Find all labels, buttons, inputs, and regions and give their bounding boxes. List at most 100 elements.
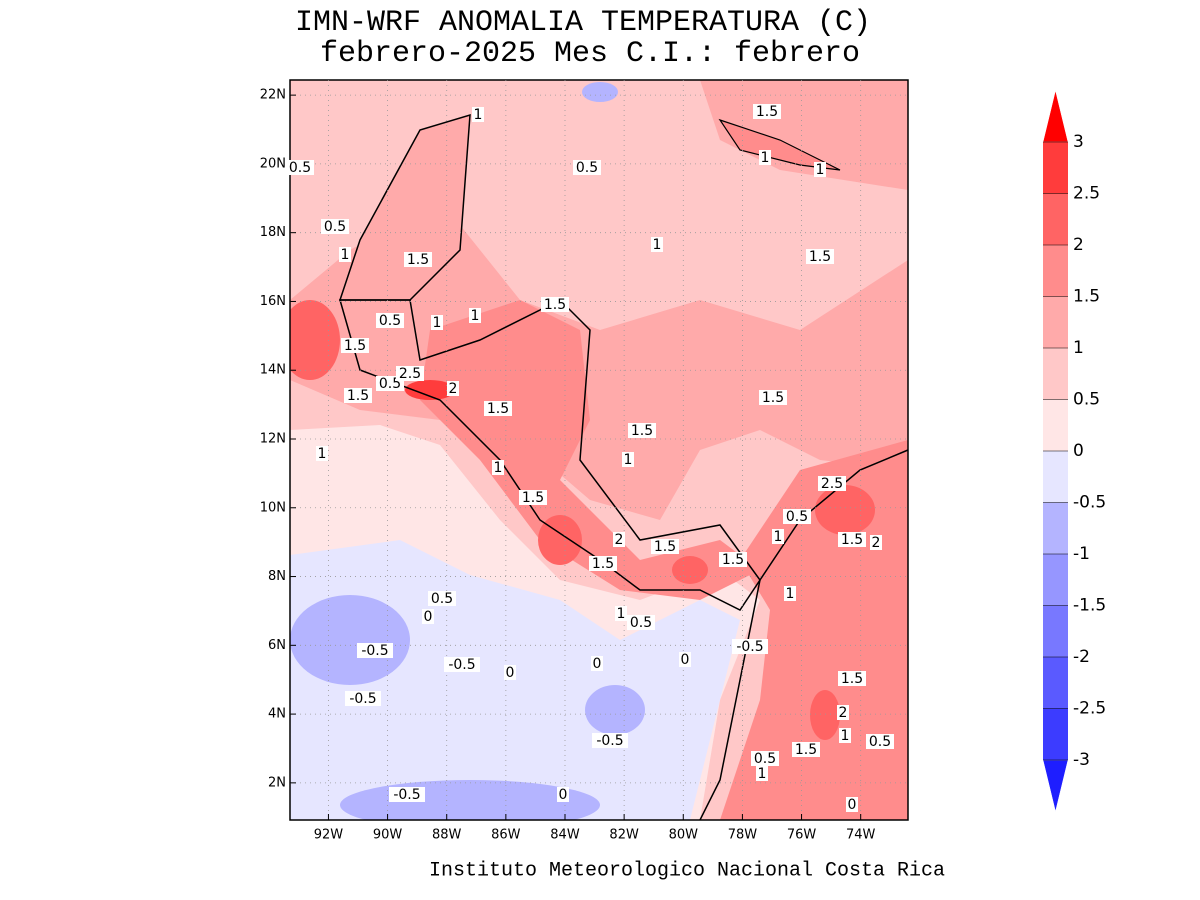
contour-label: -0.5: [448, 657, 475, 673]
contour-label-bg: [870, 535, 882, 550]
contour-label-bg: [792, 742, 820, 757]
contour-label: 2: [449, 381, 458, 397]
y-tick-label: 12N: [260, 431, 286, 446]
contour-label-bg: [837, 705, 849, 720]
colorbar-label: 0.5: [1073, 390, 1100, 410]
colorbar-bin: [1043, 399, 1068, 451]
contour-label-bg: [759, 150, 771, 165]
contour-label-bg: [422, 609, 434, 624]
contour-label-bg: [339, 247, 351, 262]
contour-label-bg: [396, 366, 424, 381]
colorbar-label: 1.5: [1073, 287, 1100, 307]
title: IMN-WRF ANOMALIA TEMPERATURA (C): [295, 6, 871, 40]
contour-label: 1: [761, 150, 770, 166]
contour-label: 1: [786, 586, 795, 602]
contour-label: 1: [758, 766, 767, 782]
contour-label: 1.5: [841, 671, 863, 687]
contour-label-bg: [357, 643, 393, 658]
contour-label-bg: [389, 787, 425, 802]
contour-label-bg: [772, 529, 784, 544]
contour-label: 0.5: [786, 509, 808, 525]
y-tick-label: 18N: [260, 225, 286, 240]
contour-label: 0.5: [289, 160, 311, 176]
x-tick-label: 82W: [609, 828, 639, 843]
y-tick-label: 2N: [268, 775, 286, 790]
contour-label: -0.5: [393, 787, 420, 803]
contour-label: 1.5: [841, 532, 863, 548]
contour-label-bg: [756, 766, 768, 781]
contour-label-bg: [469, 308, 481, 323]
contour-label: 1.5: [722, 552, 744, 568]
colorbar-label: 2.5: [1073, 184, 1100, 204]
contour-label-bg: [615, 606, 627, 621]
subtitle: febrero-2025 Mes C.I.: febrero: [320, 37, 860, 71]
contour-label-bg: [846, 797, 858, 812]
contour-label-bg: [783, 509, 811, 524]
colorbar-bin: [1043, 193, 1068, 245]
contour-label-bg: [592, 733, 628, 748]
contour-label: 1.5: [487, 401, 509, 417]
contour-label: 1: [471, 308, 480, 324]
contour-label-bg: [591, 656, 603, 671]
x-tick-label: 84W: [550, 828, 580, 843]
contour-label: 1.5: [347, 388, 369, 404]
contour-label: 1: [433, 315, 442, 331]
contour-label: 0: [424, 609, 433, 625]
contour-label-bg: [806, 249, 834, 264]
contour-label-bg: [345, 691, 381, 706]
colorbar-bin: [1043, 348, 1068, 400]
x-tick-label: 88W: [432, 828, 462, 843]
contour-label-bg: [622, 452, 634, 467]
colorbar-bin: [1043, 296, 1068, 348]
colorbar-label: -0.5: [1073, 493, 1106, 513]
contour-label: 1.5: [809, 249, 831, 265]
contour-label: 1.5: [762, 390, 784, 406]
contour-label: 2.5: [821, 476, 843, 492]
colorbar-label: -1.5: [1073, 596, 1106, 616]
contour-label-bg: [504, 665, 516, 680]
contour-label: 0.5: [754, 751, 776, 767]
contour-label: 0.5: [869, 734, 891, 750]
colorbar-bin: [1043, 605, 1068, 657]
contour-label: 0: [848, 797, 857, 813]
colorbar-label: -1: [1073, 544, 1090, 564]
y-tick-label: 10N: [260, 500, 286, 515]
x-tick-label: 78W: [728, 828, 758, 843]
contour-label-bg: [321, 219, 349, 234]
contour-label-bg: [404, 252, 432, 267]
contour-label-bg: [759, 390, 787, 405]
contour-label-bg: [679, 652, 691, 667]
contour-label: 1.5: [344, 338, 366, 354]
contour-label: 0: [681, 652, 690, 668]
x-tick-label: 86W: [491, 828, 521, 843]
contour-label-bg: [814, 162, 826, 177]
contour-label: 0.5: [576, 160, 598, 176]
contour-label: 2: [872, 535, 881, 551]
footer: Instituto Meteorologico Nacional Costa R…: [429, 859, 945, 882]
map-frame: [289, 79, 909, 821]
colorbar-bin: [1043, 245, 1068, 297]
contour-label-bg: [651, 539, 679, 554]
contour-label-bg: [627, 615, 655, 630]
contour-label: 1.5: [631, 423, 653, 439]
contour-label-bg: [316, 446, 328, 461]
x-tick-label: 90W: [373, 828, 403, 843]
contour-label-bg: [784, 586, 796, 601]
contour-label-bg: [286, 160, 314, 175]
contour-label: 2: [615, 532, 624, 548]
contour-label: 1: [624, 452, 633, 468]
colorbar-bin: [1043, 657, 1068, 709]
contour-label: 1.5: [795, 742, 817, 758]
contour-label-bg: [818, 476, 846, 491]
contour-label-bg: [492, 460, 504, 475]
colorbar-label: -3: [1073, 750, 1090, 770]
contour-label: 1: [617, 606, 626, 622]
colorbar-label: 2: [1073, 235, 1084, 255]
contour-label-bg: [428, 591, 456, 606]
contour-label-bg: [732, 639, 768, 654]
y-tick-label: 4N: [268, 707, 286, 722]
contour-label-bg: [613, 532, 625, 547]
contour-label-bg: [431, 315, 443, 330]
contour-label-bg: [344, 388, 372, 403]
